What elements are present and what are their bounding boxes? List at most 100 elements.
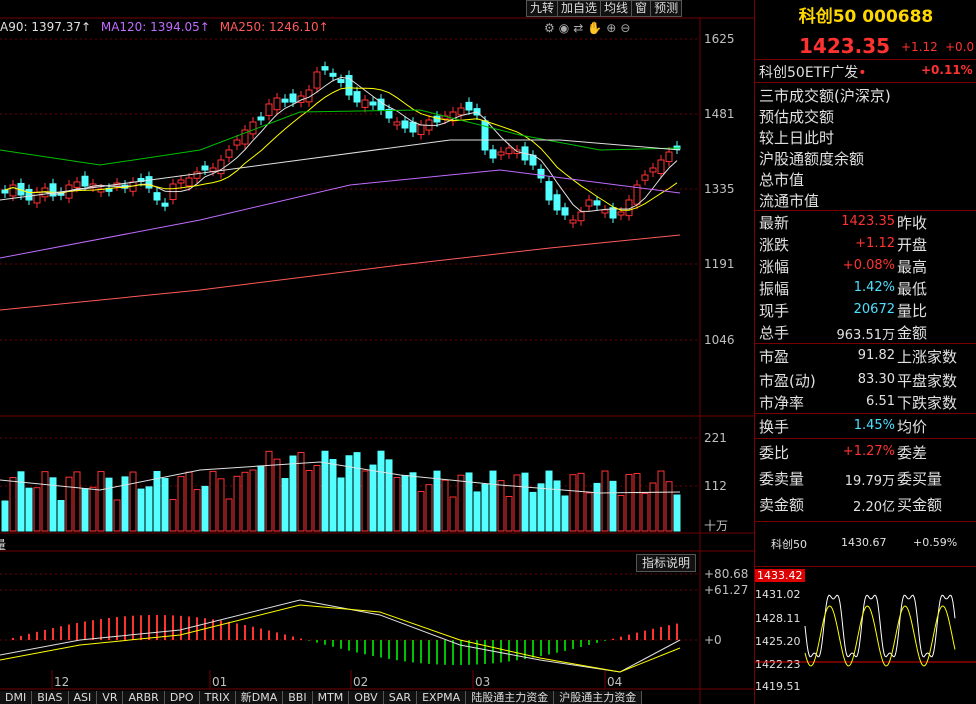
candle-body	[225, 149, 233, 158]
candle-body	[505, 147, 513, 155]
candle-body	[337, 79, 345, 84]
ma-button[interactable]: 均线	[600, 0, 633, 17]
candle-body	[401, 120, 409, 129]
zoom-out-icon[interactable]: ⊖	[620, 21, 631, 35]
volume-bar	[297, 451, 305, 532]
tab-newdma[interactable]: 新DMA	[235, 691, 284, 704]
candle-body	[633, 184, 641, 205]
hand-icon[interactable]: ✋	[587, 21, 603, 35]
quote-label-2: 委差	[897, 444, 928, 462]
tab-arbr[interactable]: ARBR	[123, 691, 165, 704]
ma30-line	[0, 109, 681, 166]
quote-label: 换手	[759, 418, 790, 436]
tab-dpo[interactable]: DPO	[164, 691, 200, 704]
volume-bar	[673, 494, 681, 532]
etf-link[interactable]: 科创50ETF广发•	[759, 62, 867, 82]
candle-body	[273, 97, 281, 111]
quote-label-2: 委买量	[897, 470, 943, 488]
volume-bar	[577, 472, 585, 532]
volume-bar	[489, 470, 497, 532]
indicator-tick: +0	[704, 633, 722, 647]
tab-hugutong[interactable]: 沪股通主力资金	[554, 691, 643, 704]
volume-bar	[281, 477, 289, 532]
tab-mtm[interactable]: MTM	[312, 691, 350, 704]
tab-obv[interactable]: OBV	[349, 691, 384, 704]
candle-body	[73, 181, 81, 188]
volume-bar	[169, 498, 177, 532]
tab-sar[interactable]: SAR	[383, 691, 418, 704]
quote-label-2: 最高	[897, 258, 928, 276]
mini-level: 1433.42	[755, 569, 805, 582]
tab-trix[interactable]: TRIX	[199, 691, 236, 704]
quote-value: 19.79万	[844, 474, 895, 489]
volume-bar	[57, 499, 65, 532]
tab-asi[interactable]: ASI	[68, 691, 98, 704]
quote-label: 现手	[759, 302, 790, 320]
price-tick: 1046	[704, 333, 735, 347]
volume-tick: 112	[704, 479, 727, 493]
candle-body	[185, 177, 193, 187]
tab-vr[interactable]: VR	[97, 691, 124, 704]
quote-value: 6.51	[866, 394, 895, 409]
candle-body	[161, 202, 169, 207]
volume-bar	[561, 495, 569, 532]
kline-chart[interactable]	[0, 0, 754, 704]
volume-bar	[553, 480, 561, 532]
tab-bbi[interactable]: BBI	[283, 691, 313, 704]
candle-body	[609, 207, 617, 219]
candle-body	[313, 71, 321, 89]
volume-bar	[233, 475, 241, 532]
volume-bar	[369, 464, 377, 532]
zoom-in-icon[interactable]: ⊕	[606, 21, 617, 35]
quote-label-2: 开盘	[897, 236, 928, 254]
volume-bar	[1, 500, 9, 532]
volume-bar	[129, 471, 137, 532]
quote-label-2: 上涨家数	[897, 348, 958, 366]
month-label: 01	[212, 675, 228, 689]
volume-bar	[409, 472, 417, 532]
settings-icon[interactable]: ⚙	[544, 21, 555, 35]
etf-pct: +0.11%	[921, 63, 973, 77]
candle-body	[585, 199, 593, 207]
volume-bar	[609, 480, 617, 532]
volume-bar	[33, 487, 41, 532]
ma5-line	[4, 76, 678, 212]
ma90-label: A90: 1397.37↑	[0, 20, 92, 34]
volume-bar	[393, 476, 401, 532]
mini-intraday-chart[interactable]	[755, 566, 976, 704]
estimated-turnover-label: 预估成交额	[759, 108, 835, 126]
forecast-button[interactable]: 预测	[650, 0, 683, 17]
volume-bar	[377, 450, 385, 532]
volume-bar	[465, 472, 473, 532]
volume-bar	[401, 474, 409, 532]
tab-bias[interactable]: BIAS	[32, 691, 69, 704]
stock-title: 科创50 000688	[798, 7, 934, 27]
candle-body	[345, 75, 353, 96]
volume-bar	[361, 470, 369, 532]
hk-quota-label: 沪股通额度余额	[759, 150, 865, 168]
indicator-tick: +80.68	[704, 567, 749, 581]
add-favorite-button[interactable]: 加自选	[557, 0, 602, 17]
volume-bar	[289, 455, 297, 532]
candle-body	[1, 189, 9, 194]
tab-lugutong[interactable]: 陆股通主力资金	[466, 691, 555, 704]
tab-expma[interactable]: EXPMA	[417, 691, 467, 704]
volume-bar	[353, 452, 361, 532]
divider	[755, 59, 976, 60]
volume-bar	[345, 455, 353, 532]
candle-body	[361, 99, 369, 108]
volume-bar	[585, 492, 593, 532]
volume-bar	[65, 476, 73, 532]
volume-bar	[217, 478, 225, 532]
volume-bar	[9, 477, 17, 532]
swap-icon[interactable]: ⇄	[573, 21, 584, 35]
candle-body	[233, 139, 241, 146]
quote-value: 2.20亿	[853, 500, 895, 515]
jiuzhuan-button[interactable]: 九转	[526, 0, 559, 17]
indicator-help-button[interactable]: 指标说明	[636, 554, 697, 572]
eye-icon[interactable]: ◉	[558, 21, 570, 35]
mini-name: 科创50	[771, 538, 807, 551]
tab-dmi[interactable]: DMI	[0, 691, 33, 704]
window-button[interactable]: 窗	[631, 0, 652, 17]
mini-avg-line	[804, 605, 956, 667]
